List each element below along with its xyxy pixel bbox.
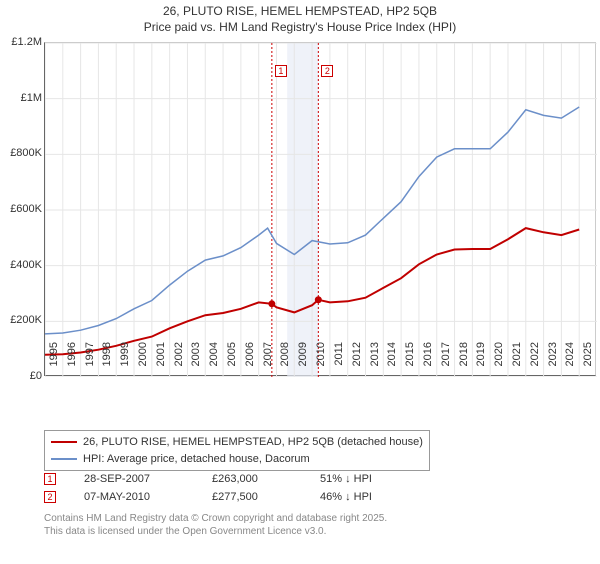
chart-area: 12 £0£200K£400K£600K£800K£1M£1.2M1995199…: [0, 42, 600, 422]
x-axis-label: 2024: [564, 342, 576, 382]
row-price: £277,500: [212, 491, 292, 503]
x-axis-label: 2020: [493, 342, 505, 382]
x-axis-label: 2003: [190, 342, 202, 382]
x-axis-label: 2023: [547, 342, 559, 382]
y-axis-label: £200K: [2, 314, 42, 326]
plot-region: 12: [44, 42, 596, 376]
x-axis-label: 2010: [315, 342, 327, 382]
x-axis-label: 2005: [226, 342, 238, 382]
y-axis-label: £400K: [2, 259, 42, 271]
row-date: 28-SEP-2007: [84, 473, 184, 485]
x-axis-label: 2011: [333, 342, 345, 382]
data-table: 1 28-SEP-2007 £263,000 51% ↓ HPI 2 07-MAY-201…: [44, 470, 372, 506]
y-axis-label: £0: [2, 370, 42, 382]
row-marker: 1: [44, 473, 56, 485]
x-axis-label: 1999: [119, 342, 131, 382]
x-axis-label: 2018: [458, 342, 470, 382]
x-axis-label: 2001: [155, 342, 167, 382]
x-axis-label: 2013: [369, 342, 381, 382]
x-axis-label: 2006: [244, 342, 256, 382]
chart-title: 26, PLUTO RISE, HEMEL HEMPSTEAD, HP2 5QB…: [0, 4, 600, 35]
x-axis-label: 1997: [84, 342, 96, 382]
legend-label: HPI: Average price, detached house, Daco…: [83, 451, 310, 468]
x-axis-label: 2012: [351, 342, 363, 382]
x-axis-label: 2019: [475, 342, 487, 382]
x-axis-label: 2022: [529, 342, 541, 382]
sale-dot: [315, 296, 322, 303]
legend-swatch: [51, 441, 77, 443]
sale-row: 2 07-MAY-2010 £277,500 46% ↓ HPI: [44, 488, 372, 506]
x-axis-label: 2025: [582, 342, 594, 382]
svg-layer: [45, 43, 597, 377]
x-axis-label: 1996: [66, 342, 78, 382]
y-axis-label: £1M: [2, 92, 42, 104]
x-axis-label: 2015: [404, 342, 416, 382]
row-price: £263,000: [212, 473, 292, 485]
chart-marker-1: 1: [275, 65, 287, 77]
footer-attribution: Contains HM Land Registry data © Crown c…: [44, 512, 387, 538]
row-marker: 2: [44, 491, 56, 503]
footer-line-1: Contains HM Land Registry data © Crown c…: [44, 512, 387, 525]
x-axis-label: 2004: [208, 342, 220, 382]
y-axis-label: £1.2M: [2, 36, 42, 48]
x-axis-label: 2008: [279, 342, 291, 382]
title-line-2: Price paid vs. HM Land Registry's House …: [0, 20, 600, 36]
y-axis-label: £600K: [2, 203, 42, 215]
x-axis-label: 2007: [262, 342, 274, 382]
row-date: 07-MAY-2010: [84, 491, 184, 503]
row-delta: 46% ↓ HPI: [320, 491, 372, 503]
row-delta: 51% ↓ HPI: [320, 473, 372, 485]
x-axis-label: 2009: [297, 342, 309, 382]
legend-label: 26, PLUTO RISE, HEMEL HEMPSTEAD, HP2 5QB…: [83, 434, 423, 451]
legend-swatch: [51, 458, 77, 460]
x-axis-label: 2016: [422, 342, 434, 382]
y-axis-label: £800K: [2, 147, 42, 159]
sale-row: 1 28-SEP-2007 £263,000 51% ↓ HPI: [44, 470, 372, 488]
title-line-1: 26, PLUTO RISE, HEMEL HEMPSTEAD, HP2 5QB: [0, 4, 600, 20]
x-axis-label: 2014: [386, 342, 398, 382]
x-axis-label: 2002: [173, 342, 185, 382]
x-axis-label: 1995: [48, 342, 60, 382]
chart-marker-2: 2: [321, 65, 333, 77]
x-axis-label: 1998: [101, 342, 113, 382]
x-axis-label: 2021: [511, 342, 523, 382]
legend-item: HPI: Average price, detached house, Daco…: [51, 451, 423, 468]
sale-dot: [268, 300, 275, 307]
x-axis-label: 2000: [137, 342, 149, 382]
legend: 26, PLUTO RISE, HEMEL HEMPSTEAD, HP2 5QB…: [44, 430, 430, 471]
footer-line-2: This data is licensed under the Open Gov…: [44, 525, 387, 538]
x-axis-label: 2017: [440, 342, 452, 382]
legend-item: 26, PLUTO RISE, HEMEL HEMPSTEAD, HP2 5QB…: [51, 434, 423, 451]
